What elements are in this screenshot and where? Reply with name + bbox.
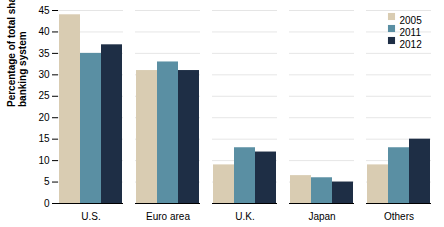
svg-text:2012: 2012 bbox=[400, 39, 423, 50]
svg-text:U.S.: U.S. bbox=[81, 211, 100, 222]
svg-text:20: 20 bbox=[38, 112, 50, 123]
svg-text:30: 30 bbox=[38, 69, 50, 80]
svg-text:35: 35 bbox=[38, 48, 50, 59]
svg-text:Percentage of total shadowbank: Percentage of total shadowbanking system bbox=[6, 0, 28, 107]
svg-text:Others: Others bbox=[384, 211, 414, 222]
svg-text:2005: 2005 bbox=[400, 15, 423, 26]
svg-text:15: 15 bbox=[38, 133, 50, 144]
svg-text:0: 0 bbox=[44, 198, 50, 209]
svg-text:10: 10 bbox=[38, 155, 50, 166]
svg-text:U.K.: U.K. bbox=[235, 211, 254, 222]
svg-text:25: 25 bbox=[38, 90, 50, 101]
svg-text:Euro area: Euro area bbox=[146, 211, 190, 222]
svg-text:5: 5 bbox=[44, 176, 50, 187]
svg-text:Japan: Japan bbox=[308, 211, 335, 222]
svg-text:2011: 2011 bbox=[400, 27, 422, 38]
svg-text:40: 40 bbox=[38, 26, 50, 37]
svg-text:45: 45 bbox=[38, 5, 50, 16]
